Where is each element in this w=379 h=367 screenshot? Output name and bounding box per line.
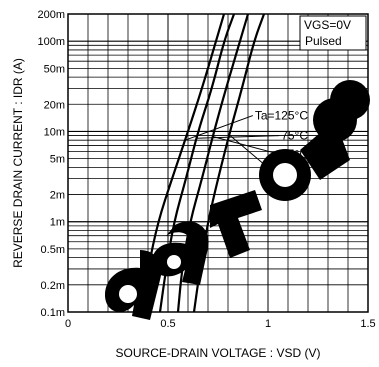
x-axis-title: SOURCE-DRAIN VOLTAGE : VSD (V) xyxy=(116,346,321,360)
x-tick-label: 1.5 xyxy=(360,318,375,330)
y-tick-label: 50m xyxy=(44,63,65,75)
series-line xyxy=(176,13,250,313)
y-tick-label: 0.5m xyxy=(41,244,65,256)
y-tick-label: 20m xyxy=(44,99,65,111)
y-tick-label: 200m xyxy=(37,9,65,21)
series-label: 25°C xyxy=(281,147,308,161)
y-tick-label: 100m xyxy=(37,36,65,48)
grid xyxy=(68,14,368,312)
y-tick-label: 2m xyxy=(50,190,65,202)
conditions-box: VGS=0V Pulsed xyxy=(299,15,367,51)
series-leader-line xyxy=(196,135,280,139)
y-axis-title: REVERSE DRAIN CURRENT : IDR (A) xyxy=(11,58,25,268)
x-tick-label: 0.5 xyxy=(160,318,175,330)
x-tick-label: 0 xyxy=(65,318,71,330)
series-line xyxy=(192,13,266,313)
condition-vgs: VGS=0V xyxy=(304,18,351,32)
series-label: 75°C xyxy=(281,129,308,143)
conditions-box-frame xyxy=(299,15,367,51)
tick-labels: 0 0.5 1 1.5 200m 100m 50m 20m 10m 5m 2m 1m 0.5m 0.2m 0… xyxy=(37,9,375,330)
y-tick-label: 0.1m xyxy=(41,307,65,319)
condition-pulsed: Pulsed xyxy=(305,34,342,48)
series-line xyxy=(158,13,236,313)
plot-frame xyxy=(67,13,369,313)
x-tick-label: 1 xyxy=(265,318,271,330)
series-label: -25°C xyxy=(277,167,308,181)
series-label: Ta=125°C xyxy=(255,109,309,123)
y-tick-label: 0.2m xyxy=(41,280,65,292)
y-tick-label: 10m xyxy=(44,126,65,138)
series xyxy=(140,13,266,313)
y-tick-label: 5m xyxy=(50,154,65,166)
y-tick-label: 1m xyxy=(50,217,65,229)
series-leader-line xyxy=(184,115,253,141)
